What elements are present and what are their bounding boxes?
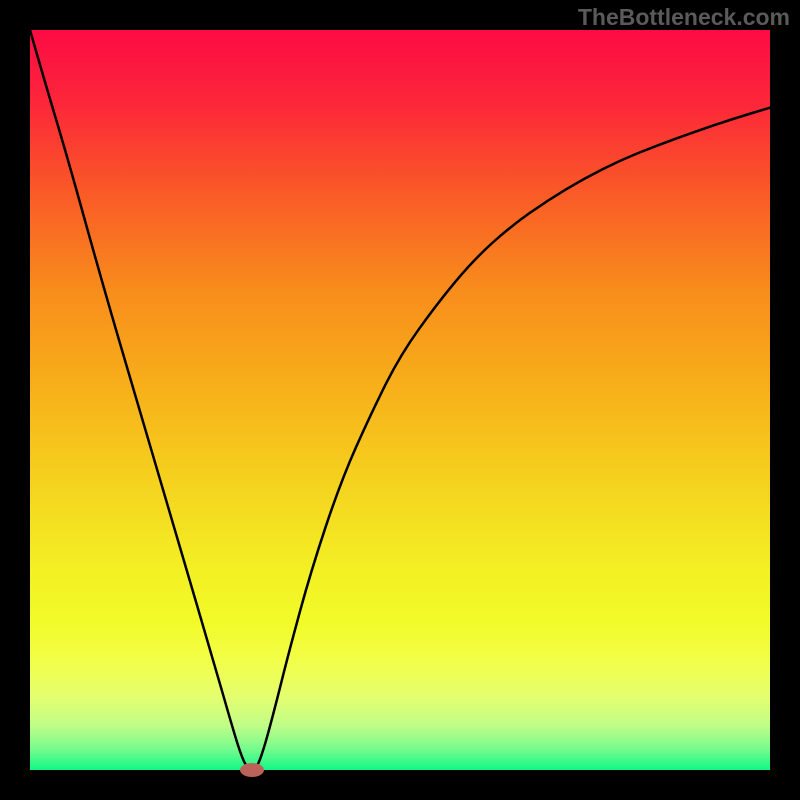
plot-background xyxy=(30,30,770,770)
optimal-marker xyxy=(240,763,264,777)
attribution-text: TheBottleneck.com xyxy=(578,4,790,31)
chart-container: TheBottleneck.com xyxy=(0,0,800,800)
bottleneck-chart xyxy=(0,0,800,800)
